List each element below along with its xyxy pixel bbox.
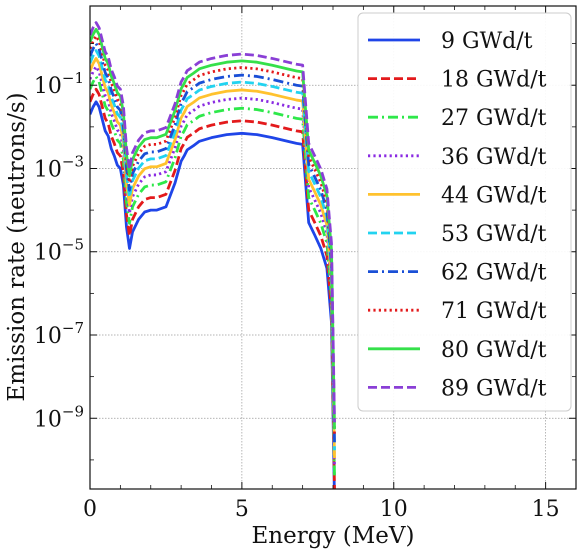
legend: 9 GWd/t 18 GWd/t 27 GWd/t 36 GWd/t 44 GWd/t 5… (357, 12, 572, 412)
series-line (90, 42, 336, 444)
legend-label: 53 GWd/t (441, 222, 547, 247)
x-tick-label: 10 (380, 497, 408, 522)
series-lines (90, 21, 336, 489)
legend-label: 18 GWd/t (441, 68, 547, 93)
series-line (90, 100, 336, 489)
series-line (90, 34, 336, 436)
legend-label: 71 GWd/t (441, 299, 547, 324)
series-line (90, 21, 336, 423)
legend-label: 36 GWd/t (441, 145, 547, 170)
y-tick-label: 10−9 (34, 402, 84, 432)
legend-label: 9 GWd/t (441, 29, 533, 54)
series-line (90, 87, 336, 489)
y-tick-label: 10−7 (34, 319, 84, 349)
x-tick-label: 0 (83, 497, 97, 522)
x-tick-label: 15 (532, 497, 560, 522)
y-tick-label: 10−1 (34, 69, 84, 99)
axis-ticks: 0 5 10 15 10−9 10−7 10−5 10−3 10−1 (34, 6, 577, 522)
series-line (90, 65, 336, 467)
series-line (90, 75, 336, 477)
legend-label: 80 GWd/t (441, 338, 547, 363)
legend-label: 27 GWd/t (441, 106, 547, 131)
y-tick-label: 10−3 (34, 152, 84, 182)
x-axis-label: Energy (MeV) (252, 523, 415, 549)
legend-label: 89 GWd/t (441, 376, 547, 401)
series-line (90, 57, 336, 459)
x-tick-label: 5 (235, 497, 249, 522)
y-axis-label: Emission rate (neutrons/s) (4, 92, 30, 401)
y-tick-label: 10−5 (34, 236, 84, 266)
legend-label: 62 GWd/t (441, 261, 547, 286)
legend-label: 44 GWd/t (441, 183, 547, 208)
series-line (90, 49, 336, 451)
series-line (90, 27, 336, 430)
